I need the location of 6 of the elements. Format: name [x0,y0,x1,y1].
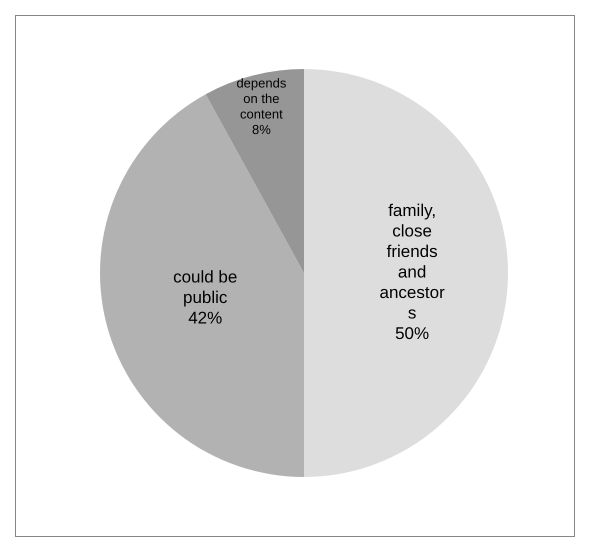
data-label: 8% [252,122,272,137]
data-label: 50% [395,324,430,344]
slice-label: could be public [173,268,238,308]
slice-label: family, close friends and ancestors [380,201,446,323]
data-label: 42% [188,308,222,328]
slice-label: depends on the content [236,75,287,122]
